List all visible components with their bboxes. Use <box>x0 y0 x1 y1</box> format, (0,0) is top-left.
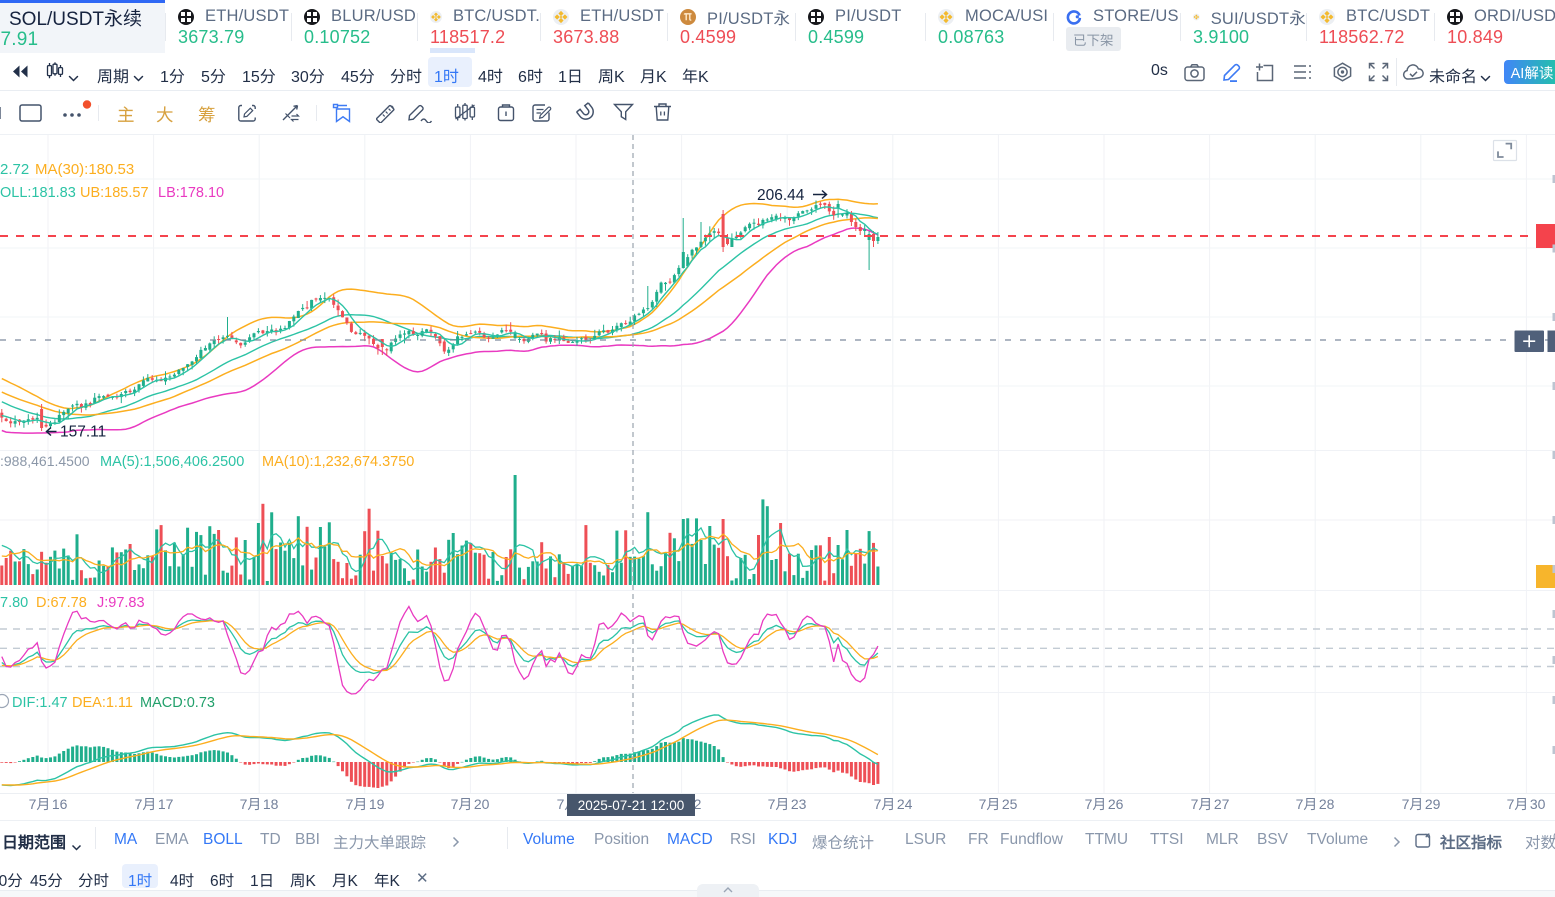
svg-text:MA(30):180.53: MA(30):180.53 <box>35 161 134 178</box>
svg-text::988,461.4500: :988,461.4500 <box>0 453 90 469</box>
svg-text:157.11: 157.11 <box>60 424 106 441</box>
svg-text:206.44: 206.44 <box>757 187 805 204</box>
svg-text:2.72: 2.72 <box>0 161 29 178</box>
svg-text:OLL:181.83: OLL:181.83 <box>0 185 76 201</box>
svg-text:LB:178.10: LB:178.10 <box>158 185 224 201</box>
svg-text:MACD:0.73: MACD:0.73 <box>140 695 215 711</box>
svg-text:D:67.78: D:67.78 <box>36 595 87 611</box>
svg-text:7.80: 7.80 <box>0 595 28 611</box>
svg-text:2025-07-21 12:00: 2025-07-21 12:00 <box>578 798 685 813</box>
svg-text:DIF:1.47: DIF:1.47 <box>12 695 68 711</box>
svg-text:UB:185.57: UB:185.57 <box>80 185 149 201</box>
svg-text:MA(10):1,232,674.3750: MA(10):1,232,674.3750 <box>262 454 414 470</box>
svg-text:MA(5):1,506,406.2500: MA(5):1,506,406.2500 <box>100 454 244 470</box>
svg-text:DEA:1.11: DEA:1.11 <box>72 695 133 711</box>
svg-text:J:97.83: J:97.83 <box>97 595 145 611</box>
